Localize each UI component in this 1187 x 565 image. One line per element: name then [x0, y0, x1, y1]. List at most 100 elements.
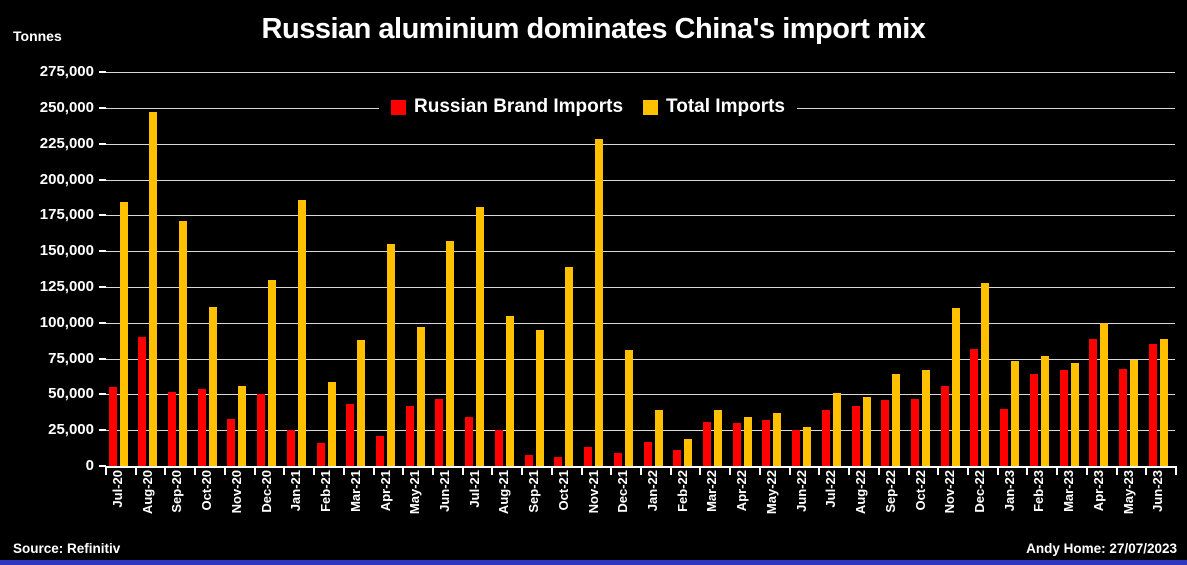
bar-total-imports: [1070, 362, 1079, 466]
gridline: [105, 179, 1175, 181]
x-axis-tick: [461, 468, 464, 475]
x-axis-tick-label: Apr-23: [1090, 470, 1106, 512]
legend-swatch-total-icon: [643, 99, 659, 115]
bar-russian-brand: [1089, 338, 1098, 466]
bar-russian-brand: [167, 391, 176, 466]
x-axis-tick-label: May-23: [1120, 470, 1136, 515]
bar-russian-brand: [970, 348, 979, 466]
x-axis-tick: [1085, 468, 1088, 475]
bar-russian-brand: [1148, 344, 1157, 466]
x-axis-tick: [194, 468, 197, 475]
x-axis-tick-label: Oct-21: [555, 470, 571, 511]
y-axis-tick: [99, 321, 106, 324]
x-axis-tick: [253, 468, 256, 475]
x-axis-tick-label: May-22: [763, 470, 779, 515]
bar-russian-brand: [286, 430, 295, 466]
y-axis-tick-label: 75,000: [48, 349, 94, 367]
y-axis-tick-label: 25,000: [48, 421, 94, 439]
legend-label-total-imports: Total Imports: [666, 96, 785, 117]
x-axis-tick: [907, 468, 910, 475]
x-axis-tick: [223, 468, 226, 475]
x-axis-tick: [1175, 468, 1177, 475]
x-axis-tick: [610, 468, 613, 475]
x-axis-tick-label: May-21: [407, 470, 423, 515]
x-axis-tick-label: Dec-20: [258, 470, 274, 513]
bar-total-imports: [238, 385, 247, 466]
x-axis-tick-label: Jun-23: [1150, 470, 1166, 512]
x-axis-tick-label: Apr-22: [734, 470, 750, 512]
bar-russian-brand: [108, 387, 117, 466]
bar-total-imports: [832, 392, 841, 466]
bar-russian-brand: [405, 405, 414, 466]
bar-russian-brand: [524, 454, 533, 466]
x-axis-tick: [1056, 468, 1059, 475]
x-axis-tick: [372, 468, 375, 475]
x-axis-tick: [105, 468, 107, 475]
bar-total-imports: [357, 339, 366, 466]
bar-total-imports: [713, 410, 722, 466]
bar-russian-brand: [346, 404, 355, 466]
bar-russian-brand: [465, 417, 474, 466]
bar-russian-brand: [702, 421, 711, 466]
y-axis-tick-label: 150,000: [39, 242, 94, 260]
legend-item-total-imports: Total Imports: [643, 96, 785, 118]
bar-russian-brand: [613, 453, 622, 466]
x-axis-tick: [313, 468, 316, 475]
bar-russian-brand: [643, 441, 652, 466]
x-axis-tick: [550, 468, 553, 475]
y-axis-tick-label: 125,000: [39, 277, 94, 295]
x-axis-tick: [521, 468, 524, 475]
y-axis-tick: [99, 178, 106, 181]
author-credit: Andy Home: 27/07/2023: [1026, 541, 1177, 556]
x-axis-tick: [848, 468, 851, 475]
bar-total-imports: [595, 139, 604, 466]
x-axis-tick-label: Apr-21: [377, 470, 393, 512]
bar-total-imports: [446, 241, 455, 466]
bar-total-imports: [1011, 361, 1020, 466]
x-axis-tick-label: Nov-20: [228, 470, 244, 514]
bar-total-imports: [178, 221, 187, 466]
legend: Russian Brand Imports Total Imports: [379, 94, 797, 120]
x-axis-tick-label: Mar-21: [347, 470, 363, 512]
legend-label-russian-brand: Russian Brand Imports: [414, 96, 624, 117]
x-axis-tick-label: Nov-22: [942, 470, 958, 514]
bar-russian-brand: [732, 423, 741, 466]
x-axis-tick: [996, 468, 999, 475]
bar-total-imports: [1040, 355, 1049, 466]
x-axis-tick-label: Sep-21: [526, 470, 542, 513]
x-axis-tick-label: Mar-22: [704, 470, 720, 512]
x-axis-tick: [431, 468, 434, 475]
x-axis-tick: [491, 468, 494, 475]
x-axis-tick: [342, 468, 345, 475]
y-axis-tick-label: 100,000: [39, 313, 94, 331]
bottom-accent-bar: [0, 560, 1187, 565]
bar-total-imports: [684, 438, 693, 466]
bar-total-imports: [565, 266, 574, 466]
x-axis-tick: [134, 468, 137, 475]
gridline: [105, 394, 1175, 396]
x-axis-tick: [877, 468, 880, 475]
y-axis-tick-label: 275,000: [39, 63, 94, 80]
x-axis-tick: [818, 468, 821, 475]
x-axis-tick-label: Dec-21: [615, 470, 631, 513]
x-axis-tick-label: Jul-21: [466, 470, 482, 508]
bar-total-imports: [416, 327, 425, 466]
bar-total-imports: [773, 413, 782, 466]
x-axis-tick-label: Oct-22: [912, 470, 928, 511]
bar-total-imports: [149, 112, 158, 466]
bar-russian-brand: [1059, 370, 1068, 466]
y-axis-tick-label: 250,000: [39, 98, 94, 116]
gridline: [105, 143, 1175, 145]
gridline: [105, 322, 1175, 324]
bar-russian-brand: [881, 400, 890, 466]
bar-russian-brand: [1000, 408, 1009, 466]
gridline: [105, 430, 1175, 432]
y-axis-tick-label: 175,000: [39, 206, 94, 224]
bar-russian-brand: [940, 385, 949, 466]
chart-title: Russian aluminium dominates China's impo…: [261, 13, 926, 45]
bar-total-imports: [922, 370, 930, 466]
y-axis-tick: [99, 214, 106, 217]
bar-russian-brand: [792, 430, 801, 466]
x-axis-tick: [640, 468, 642, 475]
